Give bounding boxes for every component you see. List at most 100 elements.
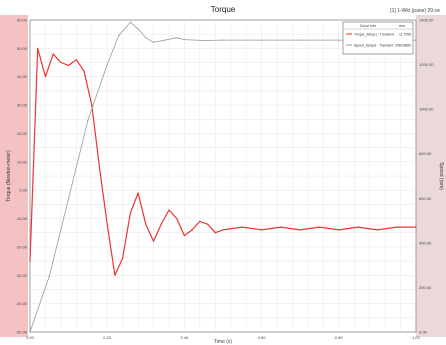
- data-point-speed: [137, 28, 139, 30]
- legend-header-rms: rms: [399, 24, 405, 28]
- series-layer: [29, 21, 417, 333]
- y-left-tick-label: -50.00: [16, 330, 28, 335]
- data-point-torque: [145, 223, 147, 225]
- data-point-speed: [338, 39, 340, 41]
- data-point-speed: [106, 64, 108, 66]
- legend-box: [342, 21, 414, 55]
- legend-entry-speed: Speed_Setup1 : Transient: [354, 44, 393, 48]
- data-point-torque: [44, 76, 47, 78]
- x-tick-label: 0.20: [103, 335, 112, 340]
- data-point-torque: [37, 47, 39, 50]
- data-point-torque: [168, 209, 170, 211]
- legend: Curve Info rms Torque_Setup1 : Transient…: [342, 21, 414, 55]
- y-left-tick-label: 0.00: [19, 188, 28, 193]
- data-point-torque: [68, 64, 70, 66]
- chart-title: Torque: [211, 5, 236, 14]
- data-point-torque: [60, 61, 62, 64]
- data-point-torque: [396, 226, 398, 228]
- data-point-torque: [199, 220, 201, 222]
- legend-header-curve-info: Curve Info: [360, 24, 377, 28]
- data-point-speed: [299, 39, 301, 41]
- data-point-torque: [75, 59, 77, 61]
- data-point-torque: [98, 166, 101, 169]
- data-point-torque: [176, 217, 178, 220]
- y-left-tick-label: 50.00: [17, 46, 28, 51]
- data-point-speed: [152, 41, 155, 43]
- data-point-torque: [183, 235, 185, 237]
- data-point-torque: [191, 229, 193, 231]
- data-point-speed: [261, 39, 263, 41]
- tick-labels: 0.00 0.20 0.40 0.60 0.80 1.00 -50.00 -40.00 -30.…: [16, 18, 435, 341]
- y-right-tick-label: 800.00: [419, 151, 432, 156]
- data-point-torque: [376, 229, 378, 231]
- data-point-torque: [280, 226, 282, 228]
- data-point-torque: [415, 226, 417, 228]
- data-point-speed: [29, 331, 31, 333]
- legend-value-speed: 1069.8860: [395, 44, 411, 48]
- y-right-tick-label: 400.00: [419, 240, 432, 245]
- y-left-tick-label: 30.00: [17, 103, 28, 108]
- data-point-torque: [318, 226, 321, 228]
- data-point-speed: [129, 21, 131, 23]
- y-axis-left-label: Torque (Newton-meter): [6, 150, 12, 202]
- data-point-torque: [299, 229, 301, 231]
- y-left-tick-label: -20.00: [16, 244, 28, 249]
- y-right-tick-label: 0.00: [419, 330, 428, 335]
- series-line-torque: [29, 47, 416, 276]
- y-axis-right-label: Speed (rpm): [438, 162, 444, 190]
- window-label: [1] 1-Wkt (pane) 29.ne: [390, 8, 440, 14]
- data-point-torque: [129, 212, 131, 214]
- data-point-speed: [164, 39, 166, 41]
- y-left-tick-label: 10.00: [17, 159, 28, 164]
- data-point-torque: [207, 223, 209, 225]
- y-left-tick-label: -10.00: [16, 216, 28, 221]
- data-point-torque: [222, 229, 224, 231]
- grid: [30, 20, 416, 332]
- series-line-speed: [29, 21, 416, 333]
- data-point-speed: [145, 37, 147, 39]
- left-axis-band: [0, 15, 28, 337]
- y-right-tick-label: 1400.00: [419, 18, 434, 23]
- x-tick-label: 1.00: [412, 335, 421, 340]
- x-tick-label: 0.40: [181, 335, 190, 340]
- data-point-speed: [415, 39, 417, 41]
- data-point-speed: [203, 39, 205, 42]
- right-axis-band: [416, 15, 446, 337]
- y-right-tick-label: 200.00: [419, 285, 432, 290]
- data-point-speed: [48, 275, 50, 277]
- data-point-torque: [160, 223, 162, 225]
- data-point-torque: [114, 274, 116, 276]
- data-point-torque: [261, 229, 263, 231]
- x-tick-label: 0.60: [258, 335, 267, 340]
- data-point-speed: [176, 37, 178, 39]
- data-point-torque: [29, 260, 31, 262]
- data-point-torque: [106, 223, 108, 225]
- y-right-tick-label: 1200.00: [419, 62, 434, 67]
- data-point-torque: [83, 70, 85, 72]
- data-point-torque: [52, 53, 54, 55]
- data-point-torque: [152, 240, 155, 242]
- data-point-torque: [357, 226, 359, 228]
- y-left-tick-label: 60.00: [17, 18, 28, 23]
- data-point-speed: [87, 119, 89, 121]
- legend-entry-torque: Torque_Setup1 : Transient: [354, 33, 394, 37]
- x-tick-label: 0.80: [335, 335, 344, 340]
- y-left-tick-label: 20.00: [17, 131, 28, 136]
- x-tick-label: 0.00: [26, 335, 35, 340]
- y-left-tick-label: -30.00: [16, 273, 28, 278]
- data-point-torque: [214, 232, 216, 234]
- x-axis-label: Time (s): [214, 339, 232, 345]
- data-point-speed: [68, 197, 70, 199]
- y-right-tick-label: 1000.00: [419, 107, 434, 112]
- data-point-speed: [183, 39, 185, 41]
- y-left-tick-label: -40.00: [16, 301, 28, 306]
- y-left-tick-label: 40.00: [17, 74, 28, 79]
- data-point-torque: [338, 229, 340, 231]
- y-right-tick-label: 600.00: [419, 196, 432, 201]
- data-point-torque: [137, 192, 139, 194]
- data-point-torque: [241, 226, 243, 228]
- data-point-speed: [118, 35, 120, 37]
- data-point-torque: [91, 104, 93, 106]
- legend-value-torque: 11.7055: [399, 33, 411, 37]
